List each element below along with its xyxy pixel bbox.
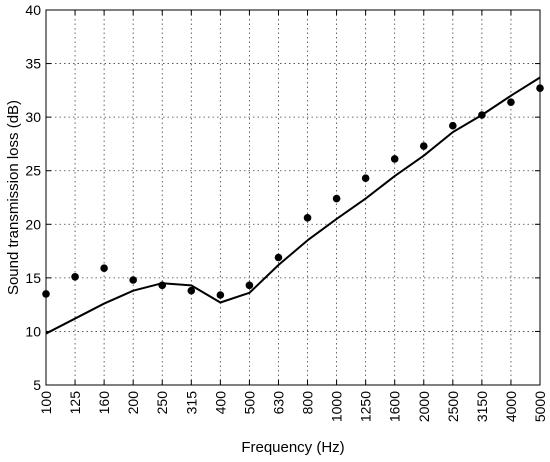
data-point xyxy=(303,214,312,222)
x-tick-label: 630 xyxy=(270,391,286,415)
x-tick-label: 1250 xyxy=(358,391,374,422)
y-tick-label: 20 xyxy=(25,216,41,232)
x-tick-label: 160 xyxy=(96,391,112,415)
x-tick-label: 2500 xyxy=(445,391,461,422)
data-point xyxy=(245,281,254,290)
x-tick-label: 1000 xyxy=(329,391,345,422)
data-point xyxy=(274,253,283,262)
series-layer xyxy=(42,76,544,335)
data-point xyxy=(187,286,196,295)
x-axis-label: Frequency (Hz) xyxy=(241,439,344,456)
x-tick-label: 250 xyxy=(154,391,170,415)
data-point xyxy=(100,264,108,273)
x-tick-label: 200 xyxy=(125,391,141,415)
x-tick-label: 100 xyxy=(38,391,54,415)
x-tick-label: 400 xyxy=(212,391,228,415)
y-tick-label: 5 xyxy=(33,377,41,393)
grid-layer xyxy=(46,10,540,385)
data-point xyxy=(536,84,544,93)
x-tick-label: 4000 xyxy=(503,391,519,422)
x-tick-label: 5000 xyxy=(532,391,548,422)
data-point xyxy=(216,291,225,299)
y-tick-label: 40 xyxy=(25,2,41,18)
data-point xyxy=(390,155,399,163)
x-tick-label: 800 xyxy=(300,391,316,415)
data-point xyxy=(332,194,341,203)
y-tick-label: 35 xyxy=(25,56,41,72)
data-point xyxy=(71,272,79,281)
data-point xyxy=(507,98,515,106)
x-tick-label: 2000 xyxy=(416,391,432,422)
x-tick-label: 3150 xyxy=(474,391,490,422)
data-point xyxy=(361,174,370,183)
y-tick-label: 30 xyxy=(25,109,41,125)
plot-border xyxy=(45,9,541,386)
plot-frame xyxy=(45,9,541,386)
axis-ticks: 5 10 15 20 25 30 35 40 100 125 160 200 250 315 400 500 6… xyxy=(25,2,548,422)
y-axis-label: Sound transmission loss (dB) xyxy=(5,100,22,295)
y-tick-label: 15 xyxy=(25,270,41,286)
x-tick-label: 125 xyxy=(67,391,83,415)
y-tick-label: 10 xyxy=(25,323,41,339)
data-point xyxy=(449,121,457,130)
x-tick-label: 500 xyxy=(241,391,257,415)
data-point xyxy=(42,290,50,298)
data-point xyxy=(129,276,137,284)
data-point xyxy=(478,111,486,119)
x-tick-label: 315 xyxy=(183,391,199,415)
data-point xyxy=(158,281,167,290)
data-point xyxy=(419,142,428,150)
series-line xyxy=(45,76,541,335)
x-tick-label: 1600 xyxy=(387,391,403,422)
y-tick-label: 25 xyxy=(25,163,41,179)
